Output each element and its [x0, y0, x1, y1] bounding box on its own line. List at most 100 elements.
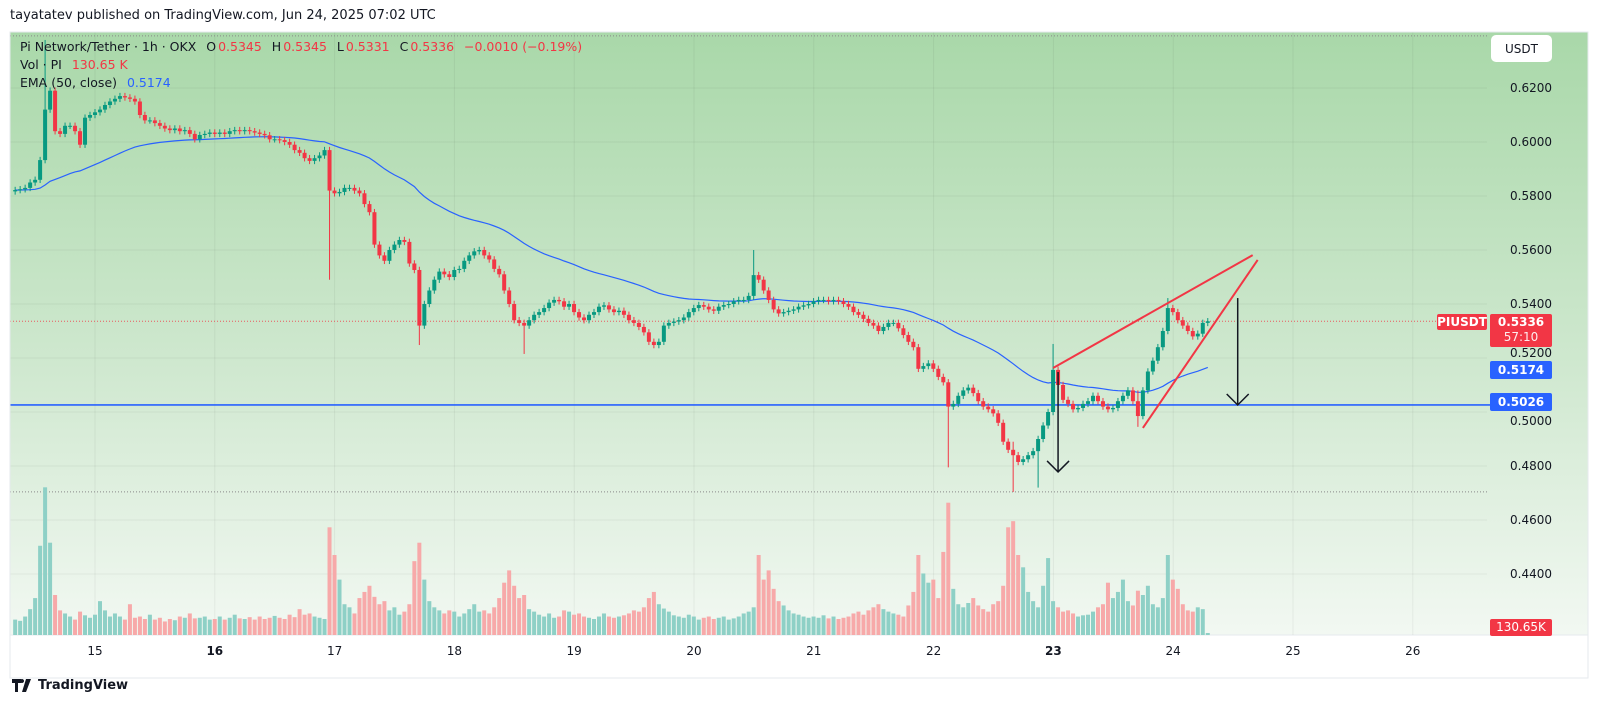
candle-body [881, 326, 886, 331]
volume-bar [437, 610, 442, 635]
candle-body [1110, 407, 1115, 410]
candle-body [297, 150, 302, 153]
candle [656, 338, 661, 349]
candle [1016, 451, 1021, 466]
candle [252, 127, 257, 136]
candle-body [706, 306, 711, 310]
candle [287, 138, 292, 148]
symbol-badge: PIUSDT [1437, 314, 1487, 330]
candle-body [417, 269, 422, 326]
candle [247, 126, 252, 135]
candle [986, 403, 991, 413]
candle-body [846, 304, 851, 307]
candle [172, 125, 177, 134]
candle-body [182, 130, 187, 132]
candle-body [851, 306, 856, 313]
volume-bar [796, 614, 801, 635]
candle [781, 308, 786, 317]
volume-bar [776, 601, 781, 635]
candle [816, 296, 821, 305]
candle-body [73, 125, 78, 132]
volume-bar [132, 617, 137, 635]
candle-body [776, 309, 781, 314]
volume-bar [1001, 585, 1006, 635]
currency-button[interactable]: USDT [1491, 35, 1552, 62]
volume-bar [971, 598, 976, 635]
candle [876, 322, 881, 335]
volume-bar [681, 617, 686, 635]
volume-bar [427, 601, 432, 635]
volume-bar [966, 603, 971, 635]
candle [437, 268, 442, 283]
symbol-title[interactable]: Pi Network/Tether · 1h · OKX [20, 39, 197, 54]
candle [946, 379, 951, 468]
candle-body [971, 387, 976, 394]
volume-bar [127, 604, 132, 635]
volume-bar [58, 610, 63, 635]
candle [956, 392, 961, 408]
candle-body [93, 112, 97, 115]
candle [342, 184, 347, 196]
tradingview-logo[interactable]: TradingView [12, 678, 128, 693]
volume-bar [951, 588, 956, 635]
candle-body [1145, 371, 1150, 391]
candle-body [941, 376, 946, 383]
candle [706, 303, 711, 313]
candle [83, 114, 88, 148]
candle [572, 300, 577, 316]
volume-bar [117, 616, 122, 635]
volume-bar [472, 604, 477, 635]
candle-body [78, 131, 83, 145]
candle [382, 252, 387, 265]
candle-body [272, 139, 277, 141]
candle-body [1100, 401, 1105, 407]
volume-bar [1145, 585, 1150, 635]
candle [681, 314, 686, 324]
candle [1115, 397, 1120, 412]
legend-ema-row[interactable]: EMA (50, close) 0.5174 [20, 74, 584, 92]
volume-bar [88, 617, 93, 635]
candle [447, 271, 452, 281]
candle-body [507, 290, 512, 304]
candle [497, 265, 502, 278]
candle [1076, 404, 1081, 413]
candle [43, 39, 48, 164]
candle-body [68, 125, 73, 127]
volume-bar [532, 611, 537, 635]
volume-bar [1115, 591, 1120, 635]
candle [147, 117, 152, 124]
volume-bar [302, 614, 307, 635]
candle [452, 266, 457, 281]
candle [137, 98, 142, 119]
candle [262, 130, 267, 139]
candle [582, 314, 587, 324]
candle-body [257, 132, 262, 134]
candle [686, 308, 691, 321]
candle [377, 241, 382, 259]
volume-bar [631, 610, 636, 635]
candle-body [527, 320, 532, 326]
candle-body [552, 299, 557, 303]
candle-body [1180, 320, 1185, 326]
ema-badge: 0.5174 [1490, 361, 1552, 379]
candle [48, 87, 53, 113]
candle-body [337, 191, 342, 194]
candle-body [946, 382, 951, 407]
volume-bar [906, 605, 911, 635]
volume-bar [407, 604, 412, 635]
candle [1185, 322, 1190, 335]
close-value: 0.5336 [410, 39, 455, 54]
candle-body [1105, 406, 1110, 410]
candle-body [132, 98, 137, 102]
volume-bar [512, 585, 517, 635]
candle-body [676, 320, 681, 322]
legend-volume-row[interactable]: Vol · PI 130.65 K [20, 56, 584, 74]
candle-body [936, 368, 941, 377]
candle-body [821, 299, 826, 301]
candle-body [83, 117, 88, 145]
volume-bar [1195, 607, 1200, 635]
candle-body [931, 363, 936, 369]
candle-body [986, 406, 991, 410]
candle [472, 248, 477, 259]
